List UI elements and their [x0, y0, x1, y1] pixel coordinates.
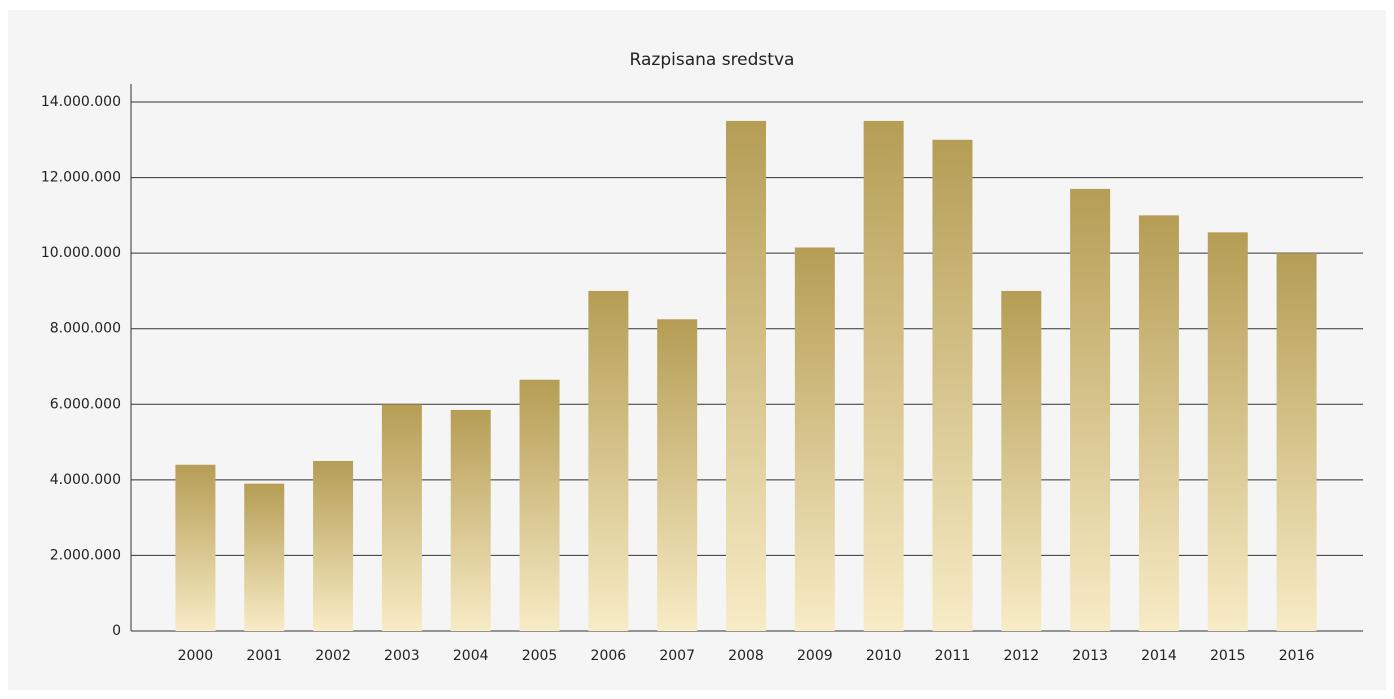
x-tick-label: 2009 — [797, 648, 833, 664]
y-tick-label: 10.000.000 — [41, 245, 121, 261]
bar — [1138, 215, 1179, 631]
x-tick-label: 2013 — [1072, 648, 1108, 664]
y-tick-label: 2.000.000 — [50, 547, 121, 563]
y-tick-label: 6.000.000 — [50, 396, 121, 412]
chart-title: Razpisana sredstva — [630, 50, 795, 70]
x-tick-label: 2016 — [1279, 648, 1315, 664]
x-tick-label: 2012 — [1003, 648, 1039, 664]
bar — [657, 319, 698, 631]
bar — [863, 120, 904, 632]
bar — [381, 404, 422, 631]
x-tick-label: 2004 — [453, 648, 489, 664]
bar — [1001, 290, 1042, 631]
bar — [1070, 188, 1111, 631]
y-tick-label: 0 — [112, 623, 121, 639]
y-tick-label: 8.000.000 — [50, 321, 121, 337]
bar — [519, 379, 560, 631]
x-tick-label: 2006 — [591, 648, 627, 664]
x-tick-label: 2001 — [246, 648, 282, 664]
bar — [175, 464, 216, 631]
x-tick-label: 2008 — [728, 648, 764, 664]
x-tick-label: 2014 — [1141, 648, 1177, 664]
bar — [932, 139, 973, 632]
y-tick-label: 12.000.000 — [41, 170, 121, 186]
bar — [726, 120, 766, 632]
bar — [588, 290, 629, 631]
x-tick-label: 2005 — [522, 648, 558, 664]
x-tick-label: 2015 — [1210, 648, 1246, 664]
x-tick-label: 2000 — [178, 648, 214, 664]
x-tick-label: 2007 — [659, 648, 695, 664]
bar — [794, 247, 835, 631]
bar — [313, 460, 354, 631]
y-tick-label: 14.000.000 — [41, 94, 121, 110]
bar — [244, 483, 285, 631]
x-tick-label: 2010 — [866, 648, 902, 664]
bar — [1207, 232, 1248, 631]
x-tick-label: 2011 — [935, 648, 971, 664]
bar — [450, 409, 491, 631]
y-tick-label: 4.000.000 — [50, 472, 121, 488]
x-tick-label: 2002 — [315, 648, 351, 664]
x-tick-label: 2003 — [384, 648, 420, 664]
bar — [1276, 253, 1317, 631]
